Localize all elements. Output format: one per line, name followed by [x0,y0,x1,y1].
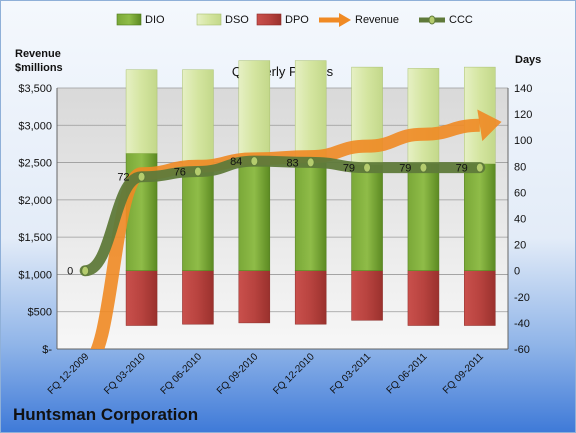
ccc-marker [475,162,484,173]
bar-dpo [294,270,327,325]
bar-dso [294,60,327,163]
left-axis-title-line2: $millions [15,62,63,74]
category-label: FQ 03-2011 [328,351,373,396]
right-tick-label: 40 [514,214,526,226]
legend-label: CCC [449,14,473,26]
left-tick-label: $500 [28,307,52,319]
right-tick-label: 20 [514,240,526,252]
ccc-data-label: 83 [286,157,298,169]
category-label: FQ 06-2010 [159,351,205,397]
company-title: Huntsman Corporation [13,405,199,424]
bar-dso [182,69,214,168]
ccc-data-label: 79 [399,163,411,175]
right-tick-label: 120 [514,109,532,121]
right-tick-label: 0 [514,266,520,278]
left-tick-label: $2,500 [18,158,52,170]
bar-dso [238,60,271,164]
ccc-marker [250,156,259,167]
ccc-data-label: 79 [343,163,355,175]
bar-dio [294,162,327,271]
bar-dpo [407,270,440,326]
category-label: FQ 09-2010 [215,351,261,397]
ccc-marker [193,166,202,177]
bar-dpo [464,270,496,326]
bar-dpo [238,270,271,324]
ccc-data-label: 79 [456,163,468,175]
left-tick-label: $1,000 [18,269,52,281]
ccc-line [79,155,486,277]
bar-dso [407,68,440,164]
ccc-data-label: 76 [174,167,186,179]
bar-dio [182,167,214,271]
category-label: FQ 06-2011 [385,351,430,396]
bar-dio [351,164,383,271]
category-label: FQ 03-2010 [102,351,148,397]
bar-dio [238,163,271,271]
legend-swatch-marker [428,15,436,25]
ccc-data-label: 72 [117,172,129,184]
right-axis-title: Days [515,54,541,66]
right-tick-label: 140 [514,83,532,95]
ccc-marker [137,171,146,182]
legend-label: DSO [225,14,249,26]
bar-dio [407,163,440,271]
legend-label: Revenue [355,14,399,26]
right-tick-label: -40 [514,318,530,330]
legend-swatch [116,13,142,26]
right-tick-label: 80 [514,161,526,173]
left-tick-label: $2,000 [18,195,52,207]
right-tick-label: -60 [514,344,530,356]
right-tick-label: 60 [514,187,526,199]
ccc-marker [306,157,315,168]
ccc-marker [419,162,428,173]
bar-dso [125,69,158,154]
legend-swatch-arrowhead [339,13,351,27]
revenue-arrowhead [477,109,502,142]
category-label: FQ 12-2009 [46,351,92,397]
category-label: FQ 12-2010 [271,351,317,397]
bar-dpo [182,270,214,325]
right-tick-label: 100 [514,135,532,147]
bar-dio [464,163,496,271]
legend-swatch [256,13,282,26]
legend-label: DPO [285,14,309,26]
right-tick-label: -20 [514,292,530,304]
bar-dpo [351,270,383,321]
left-tick-label: $3,500 [18,83,52,95]
left-tick-label: $3,000 [18,120,52,132]
category-label: FQ 09-2011 [441,351,486,396]
ccc-data-label: 0 [67,266,73,278]
ccc-data-label: 84 [230,156,242,168]
bar-dpo [125,270,158,326]
legend-label: DIO [145,14,165,26]
legend-swatch [196,13,222,26]
ccc-marker [81,265,90,276]
left-tick-label: $- [42,344,52,356]
left-tick-label: $1,500 [18,232,52,244]
left-axis-title-line1: Revenue [15,48,61,60]
ccc-marker [363,162,372,173]
